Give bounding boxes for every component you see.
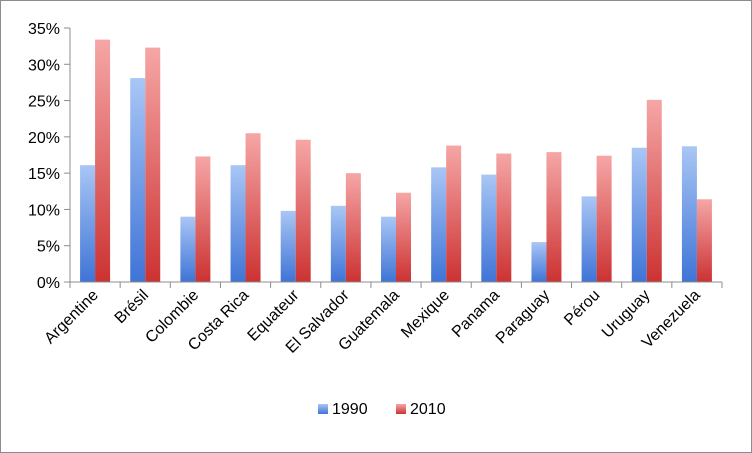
bar-1990-argentine	[80, 165, 96, 282]
bar-2010-brésil	[145, 47, 161, 282]
y-tick-label: 15%	[28, 166, 60, 183]
x-tick-label: Mexique	[398, 287, 453, 342]
bar-1990-venezuela	[681, 146, 697, 282]
legend-swatch-1990	[318, 404, 328, 414]
bar-1990-brésil	[130, 78, 146, 283]
x-tick-label: Brésil	[112, 287, 152, 327]
bar-1990-panama	[481, 174, 497, 282]
bar-1990-paraguay	[531, 242, 547, 282]
bar-2010-mexique	[446, 145, 462, 282]
y-tick-label: 10%	[28, 202, 60, 219]
legend-label-1990: 1990	[332, 401, 368, 418]
bar-1990-el-salvador	[330, 205, 346, 282]
bar-2010-colombie	[195, 156, 211, 282]
y-tick-label: 5%	[37, 239, 60, 256]
axes-layer	[64, 27, 723, 288]
bar-2010-argentine	[95, 39, 111, 283]
y-tick-label: 30%	[28, 57, 60, 74]
bar-2010-costa-rica	[245, 133, 261, 282]
bar-1990-mexique	[431, 167, 447, 282]
y-tick-label: 0%	[37, 275, 60, 292]
bar-1990-colombie	[180, 216, 196, 282]
x-tick-label: Pérou	[561, 287, 603, 329]
legend-swatch-2010	[396, 404, 406, 414]
bar-2010-panama	[496, 153, 512, 282]
bar-2010-pérou	[596, 155, 612, 282]
bar-2010-el-salvador	[345, 173, 361, 282]
bar-2010-venezuela	[696, 199, 712, 282]
bar-2010-paraguay	[546, 152, 562, 282]
y-tick-label: 35%	[28, 21, 60, 38]
bar-1990-uruguay	[631, 147, 647, 282]
bar-1990-guatemala	[381, 216, 396, 282]
bar-1990-costa-rica	[230, 165, 246, 282]
bar-2010-equateur	[295, 139, 311, 282]
bar-2010-guatemala	[396, 192, 411, 282]
x-tick-label: Paraguay	[493, 287, 553, 347]
bar-1990-equateur	[280, 210, 296, 282]
bar-1990-pérou	[581, 196, 597, 282]
bars-layer	[80, 39, 712, 283]
y-tick-label: 20%	[28, 130, 60, 147]
bar-2010-uruguay	[646, 99, 662, 283]
legend-label-2010: 2010	[410, 401, 446, 418]
x-tick-label: Argentine	[41, 287, 102, 348]
legend: 1990 2010	[318, 401, 446, 418]
y-tick-label: 25%	[28, 94, 60, 111]
